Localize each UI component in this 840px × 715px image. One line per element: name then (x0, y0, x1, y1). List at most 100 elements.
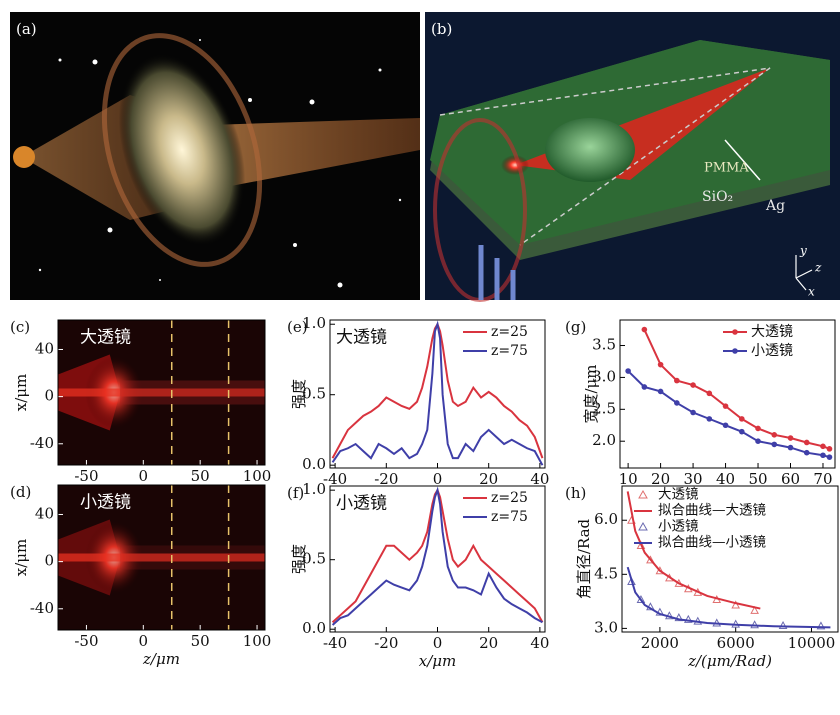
ring (101, 33, 263, 267)
marker (826, 446, 833, 452)
x-tick-label: 40 (716, 470, 735, 488)
plot-frame (57, 319, 266, 466)
legend-label: 小透镜 (658, 519, 699, 535)
series-line (331, 320, 544, 466)
marker (738, 428, 745, 435)
x-tick-label: 70 (813, 470, 832, 488)
x-tick-label: 100 (243, 632, 272, 650)
x-tick-label: -20 (374, 634, 398, 652)
y-tick-label: 40 (35, 339, 54, 357)
marker (738, 416, 745, 422)
axis-x-label: x (808, 285, 815, 299)
fit-curve (626, 566, 831, 629)
x-tick-label: 0 (139, 632, 149, 650)
panel-label: (d) (10, 483, 31, 501)
x-tick-label: 40 (530, 470, 549, 488)
x-tick-label: 10 (619, 470, 638, 488)
marker (674, 377, 680, 384)
y-tick-label: -40 (30, 599, 54, 617)
marker (755, 438, 761, 445)
x-tick-label: 2000 (641, 634, 679, 652)
triangle-marker (731, 600, 741, 609)
marker (706, 390, 713, 397)
legend-marker (732, 348, 738, 354)
y-tick-label: 4.5 (594, 564, 618, 582)
marker (657, 361, 664, 368)
x-tick-label: -20 (374, 470, 398, 488)
legend-label: z=75 (491, 343, 528, 359)
legend-label: 小透镜 (751, 343, 793, 359)
series-line (331, 486, 543, 626)
x-tick-label: 100 (243, 467, 272, 485)
triangle-marker (636, 595, 646, 604)
x-tick-label: 50 (191, 467, 210, 485)
sio2-label: SiO₂ (702, 189, 733, 205)
triangle-marker (750, 605, 759, 614)
legend-label: 大透镜 (751, 324, 793, 340)
panel-label: (a) (16, 20, 37, 38)
y-tick-label: 40 (35, 504, 54, 522)
x-tick-label: 30 (684, 470, 703, 488)
legend-label: 拟合曲线—小透镜 (658, 535, 766, 551)
y-tick-label: 3.5 (592, 336, 616, 354)
x-axis-label: z/μm (142, 650, 180, 668)
y-tick-label: 2.0 (592, 431, 616, 449)
x-tick-label: 50 (191, 632, 210, 650)
x-tick-label: 20 (479, 634, 498, 652)
light-beam (210, 118, 420, 190)
triangle-marker (683, 614, 693, 623)
triangle-marker (627, 576, 636, 586)
panel-label: (b) (431, 20, 452, 38)
marker (787, 444, 794, 451)
marker (826, 454, 833, 460)
y-tick-label: 3.0 (592, 367, 616, 385)
panel-label: (f) (287, 484, 304, 502)
triangle-marker (778, 620, 788, 630)
y-axis-label: 宽度/μm (582, 364, 600, 423)
marker (641, 384, 648, 390)
triangle-marker (646, 555, 655, 564)
panel-label: (h) (565, 484, 586, 502)
stars (38, 39, 402, 288)
panel-title: 大透镜 (336, 328, 387, 348)
marker (803, 439, 810, 446)
y-tick-label: 6.0 (594, 510, 618, 528)
panel-label: (g) (565, 318, 586, 336)
x-tick-label: 20 (651, 470, 670, 488)
plot-frame (329, 319, 546, 469)
marker (625, 368, 631, 374)
y-tick-label: 1.0 (302, 480, 326, 498)
beam-halo (120, 380, 265, 405)
y-tick-label: 0.0 (302, 619, 326, 637)
plot-bg (622, 486, 838, 632)
marker (722, 403, 729, 409)
x-tick-label: -50 (74, 467, 98, 485)
panel-label: (e) (287, 318, 308, 336)
panel-title: 小透镜 (80, 493, 131, 513)
triangle-marker (636, 540, 646, 549)
plot-bg (620, 320, 835, 468)
beam (58, 388, 265, 397)
planet (13, 146, 35, 168)
panel-title: 大透镜 (80, 328, 131, 348)
marker (722, 422, 729, 429)
input-arrows (478, 245, 516, 300)
x-tick-label: 20 (479, 470, 498, 488)
beam-halo (120, 545, 265, 570)
x-tick-label: 60 (781, 470, 800, 488)
marker (803, 449, 810, 456)
x-tick-label: 0 (433, 470, 443, 488)
triangle-marker (674, 613, 684, 622)
legend-label: z=75 (491, 509, 528, 525)
plot-frame (619, 319, 836, 469)
ag-pointer (724, 139, 761, 181)
y-tick-label: 3.0 (594, 618, 618, 636)
marker (820, 452, 826, 459)
galaxy (118, 53, 246, 247)
legend-label: z=25 (491, 490, 528, 506)
y-axis-label: x/μm (12, 374, 30, 412)
x-tick-label: 50 (748, 470, 767, 488)
x-tick-label: -40 (323, 634, 347, 652)
triangle-marker (655, 566, 665, 575)
